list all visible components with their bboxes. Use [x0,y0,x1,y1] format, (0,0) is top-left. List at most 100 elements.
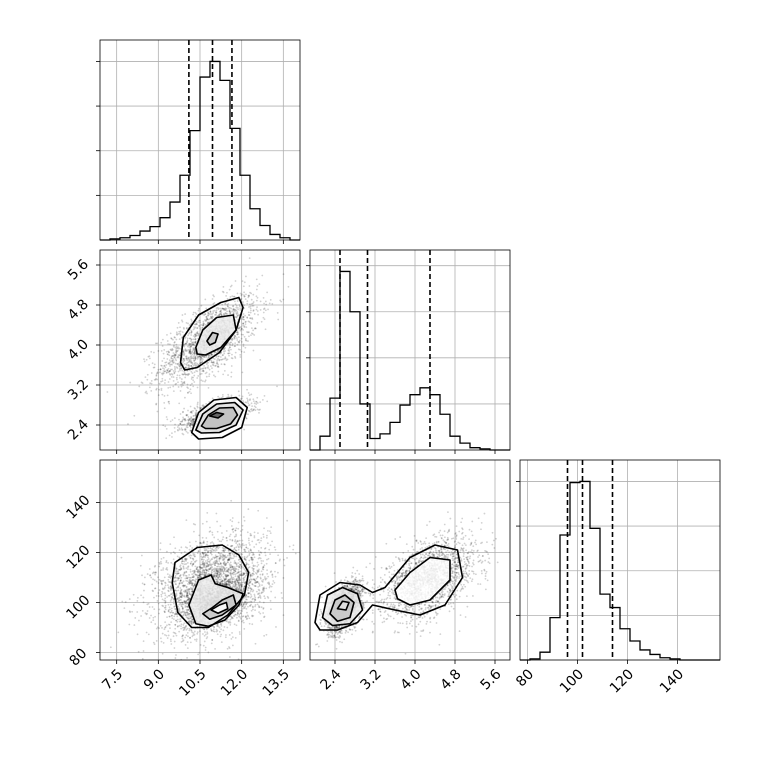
sample-point [189,569,191,571]
sample-point [188,574,190,576]
sample-point [250,322,252,324]
sample-point [162,653,164,655]
sample-point [242,396,244,398]
sample-point [255,604,257,606]
sample-point [245,276,247,278]
sample-point [208,373,210,375]
sample-point [169,365,171,367]
sample-point [258,590,260,592]
sample-point [250,533,252,535]
sample-point [163,349,165,351]
sample-point [231,638,233,640]
sample-point [237,300,239,302]
sample-point [276,386,278,388]
sample-point [163,642,165,644]
sample-point [179,377,181,379]
sample-point [183,639,185,641]
sample-point [181,378,183,380]
sample-point [227,571,229,573]
sample-point [261,584,263,586]
sample-point [173,632,175,634]
sample-point [162,380,164,382]
sample-point [230,534,232,536]
sample-point [170,639,172,641]
sample-point [192,418,194,420]
sample-point [192,415,194,417]
sample-point [226,292,228,294]
sample-point [250,310,252,312]
sample-point [227,394,229,396]
sample-point [186,558,188,560]
sample-point [248,537,250,539]
sample-point [179,338,181,340]
sample-point [264,318,266,320]
sample-point [173,370,175,372]
sample-point [204,299,206,301]
sample-point [224,309,226,311]
sample-point [217,547,219,549]
sample-point [161,394,163,396]
sample-point [234,337,236,339]
sample-point [263,635,265,637]
sample-point [191,573,193,575]
sample-point [174,417,176,419]
sample-point [174,547,176,549]
sample-point [142,597,144,599]
sample-point [216,309,218,311]
sample-point [209,369,211,371]
sample-point [171,369,173,371]
sample-point [251,562,253,564]
sample-point [222,394,224,396]
sample-point [257,603,259,605]
sample-point [184,551,186,553]
sample-point [281,592,283,594]
sample-point [219,631,221,633]
sample-point [236,305,238,307]
sample-point [167,562,169,564]
sample-point [156,411,158,413]
sample-point [179,375,181,377]
sample-point [195,316,197,318]
sample-point [193,357,195,359]
sample-point [184,397,186,399]
sample-point [141,555,143,557]
sample-point [181,561,183,563]
sample-point [211,639,213,641]
sample-point [179,423,181,425]
sample-point [205,379,207,381]
sample-point [229,634,231,636]
sample-point [237,309,239,311]
sample-point [158,350,160,352]
sample-point [169,616,171,618]
sample-point [154,364,156,366]
sample-point [205,647,207,649]
sample-point [217,358,219,360]
sample-point [226,537,228,539]
sample-point [190,356,192,358]
sample-point [191,320,193,322]
sample-point [253,565,255,567]
sample-point [195,313,197,315]
sample-point [208,356,210,358]
sample-point [153,597,155,599]
sample-point [168,401,170,403]
sample-point [222,373,224,375]
sample-point [240,293,242,295]
sample-point [149,386,151,388]
sample-point [230,376,232,378]
sample-point [185,336,187,338]
sample-point [202,523,204,525]
sample-point [174,431,176,433]
sample-point [187,410,189,412]
sample-point [164,598,166,600]
sample-point [178,402,180,404]
sample-point [190,352,192,354]
sample-point [184,377,186,379]
sample-point [269,587,271,589]
sample-point [248,335,250,337]
sample-point [154,579,156,581]
sample-point [245,323,247,325]
sample-point [179,366,181,368]
sample-point [179,429,181,431]
sample-point [263,595,265,597]
